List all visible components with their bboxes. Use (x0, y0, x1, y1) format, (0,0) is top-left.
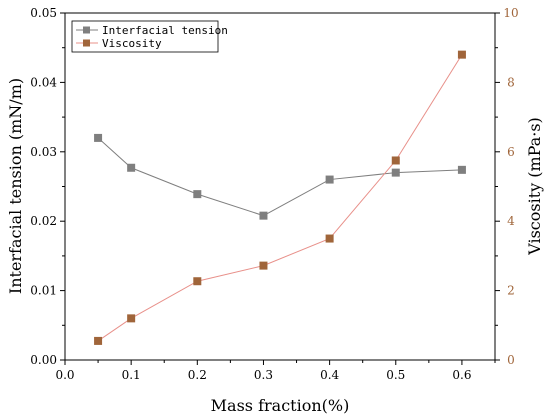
right-y-tick-label: 10 (503, 6, 518, 20)
x-tick-label: 0.5 (386, 368, 405, 382)
interfacial-tension-point (325, 175, 334, 184)
interfacial-tension-point (94, 133, 103, 142)
left-y-tick-label: 0.04 (30, 75, 57, 89)
right-y-tick-label: 0 (507, 353, 515, 367)
legend-viscosity-label: Viscosity (102, 37, 162, 50)
left-y-axis-title: Interfacial tension (mN/m) (6, 78, 25, 294)
legend-interfacial-tension-marker (83, 26, 90, 34)
x-tick-label: 0.3 (254, 368, 273, 382)
x-tick-label: 0.1 (122, 368, 141, 382)
viscosity-point (193, 277, 202, 286)
axes-layer: 0.0 0.1 0.2 0.3 0.4 0.5 0.6 0.00 0.01 0.02 0.03 0.0… (30, 6, 518, 382)
right-y-axis-title: Viscosity (mPa·s) (525, 117, 544, 256)
x-tick-label: 0.0 (55, 368, 74, 382)
viscosity-line (97, 54, 463, 342)
legend-viscosity-marker (83, 39, 90, 47)
right-y-tick-label: 6 (507, 145, 515, 159)
viscosity-point (94, 336, 103, 345)
legend-box (71, 20, 219, 53)
viscosity-point (259, 261, 268, 270)
x-tick-label: 0.6 (452, 368, 471, 382)
interfacial-tension-point (457, 165, 466, 174)
viscosity-point (127, 314, 136, 323)
right-y-tick-label: 4 (507, 214, 515, 228)
x-tick-label: 0.4 (320, 368, 339, 382)
interfacial-tension-point (391, 168, 400, 177)
viscosity-point (391, 156, 400, 165)
left-y-tick-label: 0.02 (30, 214, 57, 228)
plot-frame (64, 12, 496, 361)
right-y-tick-label: 8 (507, 75, 515, 89)
legend-interfacial-tension-label: Interfacial tension (102, 24, 228, 37)
x-tick-label: 0.2 (188, 368, 207, 382)
right-y-tick-label: 2 (507, 284, 515, 298)
interfacial-tension-point (127, 163, 136, 172)
left-y-tick-label: 0.03 (30, 145, 57, 159)
interfacial-tension-point (259, 211, 268, 220)
series-layer (94, 50, 466, 345)
interfacial-tension-point (193, 190, 202, 199)
left-y-tick-label: 0.00 (30, 353, 57, 367)
left-y-tick-label: 0.05 (30, 6, 57, 20)
viscosity-point (325, 234, 334, 243)
left-y-tick-label: 0.01 (30, 284, 57, 298)
interfacial-tension-line (97, 137, 462, 217)
viscosity-point (457, 50, 466, 59)
x-axis-title: Mass fraction(%) (211, 396, 350, 415)
